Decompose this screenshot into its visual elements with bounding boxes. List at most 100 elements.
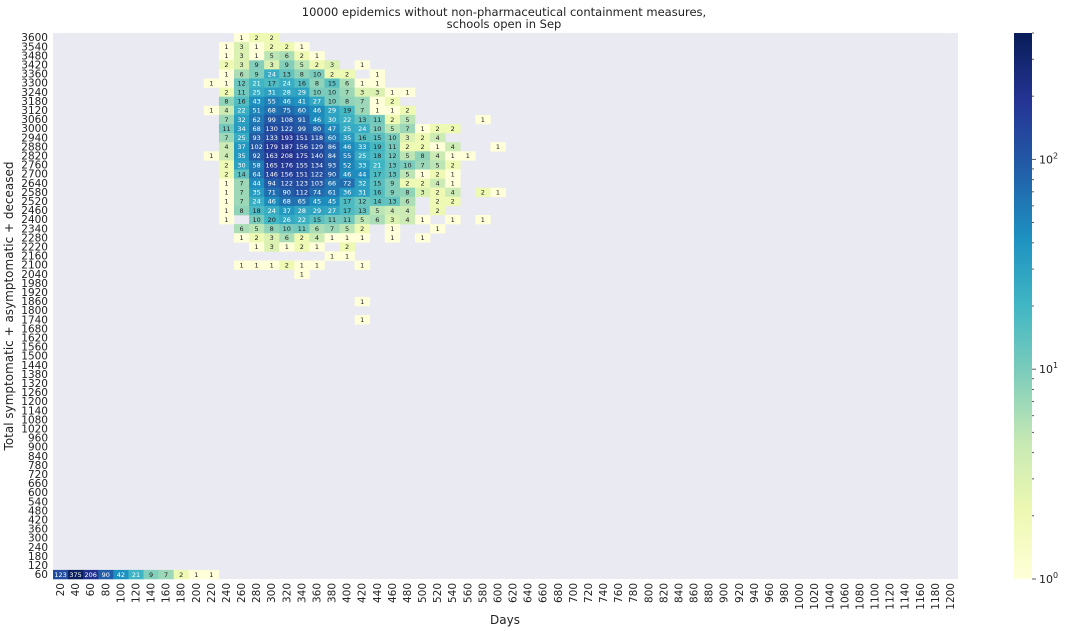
heatmap-cell-label: 15 — [373, 134, 381, 142]
heatmap-cell-label: 29 — [328, 107, 336, 115]
heatmap-cell-label: 1 — [315, 261, 319, 269]
heatmap-cell — [339, 78, 355, 88]
heatmap-cell — [249, 33, 265, 43]
heatmap-cell-label: 112 — [296, 189, 308, 197]
heatmap-cell — [249, 260, 265, 270]
x-tick-label: 260 — [236, 583, 248, 603]
heatmap-cell — [218, 124, 235, 134]
x-tick-label: 1080 — [854, 583, 866, 610]
heatmap-cell-label: 35 — [237, 152, 245, 160]
heatmap-cell — [369, 114, 386, 125]
heatmap-cell — [354, 96, 371, 107]
y-axis-label: Total symptomatic + asymptomatic + decea… — [2, 162, 16, 452]
heatmap-cell — [264, 114, 280, 125]
heatmap-cell — [279, 260, 295, 270]
heatmap-cell-label: 3 — [239, 61, 243, 69]
heatmap-cell-label: 1 — [390, 107, 394, 115]
heatmap-cell-label: 41 — [298, 98, 306, 106]
x-tick-label: 100 — [115, 583, 127, 603]
heatmap-cell — [415, 233, 431, 243]
heatmap-cell — [234, 96, 250, 107]
heatmap-cell-label: 7 — [420, 161, 424, 169]
heatmap-cell — [445, 215, 461, 225]
heatmap-cell-label: 130 — [265, 125, 277, 133]
heatmap-cell — [324, 69, 340, 79]
heatmap-cell-label: 6 — [285, 234, 289, 242]
heatmap-cell-label: 22 — [298, 216, 306, 224]
y-tick-label: 1080 — [21, 414, 48, 426]
heatmap-cell-label: 20 — [268, 216, 276, 224]
heatmap-cell — [264, 78, 280, 88]
heatmap-cell — [294, 96, 310, 107]
heatmap-cell — [249, 78, 265, 88]
heatmap-cell-label: 5 — [270, 52, 274, 60]
y-tick-label: 2220 — [21, 241, 48, 253]
heatmap-cell — [294, 196, 310, 207]
heatmap-cell-label: 133 — [265, 134, 277, 142]
heatmap-cell — [354, 142, 371, 152]
heatmap-cell-label: 10 — [313, 88, 321, 96]
heatmap-cell-label: 7 — [164, 571, 168, 579]
heatmap-cell — [264, 142, 280, 152]
x-tick-label: 460 — [387, 583, 399, 603]
heatmap-cell-label: 122 — [281, 179, 293, 187]
y-tick-label: 60 — [35, 569, 48, 581]
heatmap-cell-label: 122 — [311, 170, 323, 178]
heatmap-cell-label: 102 — [250, 143, 262, 151]
heatmap-cell-label: 16 — [358, 134, 366, 142]
heatmap-cell — [339, 69, 355, 79]
heatmap-cell — [339, 196, 355, 207]
x-tick-label: 1040 — [824, 583, 836, 610]
y-tick-label: 3060 — [21, 114, 48, 126]
heatmap-cell-label: 2 — [224, 170, 228, 178]
heatmap-cell-label: 1 — [315, 52, 319, 60]
heatmap-cell-label: 13 — [388, 161, 396, 169]
heatmap-cell-label: 16 — [373, 189, 381, 197]
heatmap-cell — [234, 69, 250, 79]
heatmap-cell — [490, 187, 506, 198]
y-tick-label: 2820 — [21, 150, 48, 162]
heatmap-cell — [234, 142, 250, 152]
y-tick-label: 2460 — [21, 205, 48, 217]
heatmap-cell-label: 1 — [255, 52, 259, 60]
heatmap-cell — [279, 215, 295, 225]
heatmap-cell-label: 7 — [239, 179, 243, 187]
heatmap-cell — [324, 133, 340, 143]
heatmap-cell-label: 6 — [345, 79, 349, 87]
heatmap-cell-label: 7 — [405, 125, 409, 133]
heatmap-cell-label: 1 — [224, 179, 228, 187]
heatmap-cell — [264, 42, 280, 52]
x-tick-label: 620 — [508, 583, 520, 603]
x-tick-label: 640 — [523, 583, 535, 603]
heatmap-cell-label: 27 — [313, 98, 321, 106]
heatmap-cell-label: 1 — [239, 34, 243, 42]
heatmap-cell-label: 2 — [436, 189, 440, 197]
heatmap-cell-label: 2 — [451, 125, 455, 133]
heatmap-cell — [158, 569, 174, 580]
heatmap-cell — [354, 315, 371, 325]
heatmap-cell — [384, 178, 401, 188]
heatmap-cell — [369, 151, 386, 161]
heatmap-cell-label: 28 — [283, 88, 291, 96]
heatmap-cell — [249, 205, 265, 216]
heatmap-cell-label: 80 — [313, 125, 321, 133]
x-tick-label: 880 — [704, 583, 716, 603]
heatmap-cell-label: 123 — [296, 179, 308, 187]
heatmap-cell-label: 2 — [179, 571, 183, 579]
heatmap-cell-label: 7 — [224, 116, 228, 124]
heatmap-cell-label: 1 — [481, 216, 485, 224]
heatmap-cell-label: 140 — [311, 152, 323, 160]
heatmap-cell — [264, 224, 280, 234]
y-tick-label: 180 — [28, 551, 48, 563]
heatmap-cell — [445, 169, 461, 179]
heatmap-cell — [324, 205, 340, 216]
heatmap-cell — [309, 215, 325, 225]
heatmap-cell-label: 11 — [388, 143, 396, 151]
y-tick-label: 2880 — [21, 141, 48, 153]
heatmap-cell — [399, 205, 416, 216]
heatmap-cell — [324, 160, 340, 170]
heatmap-cell-label: 60 — [328, 134, 336, 142]
heatmap-cell — [279, 178, 295, 188]
heatmap-cell-label: 2 — [300, 243, 304, 251]
heatmap-cell — [279, 69, 295, 79]
